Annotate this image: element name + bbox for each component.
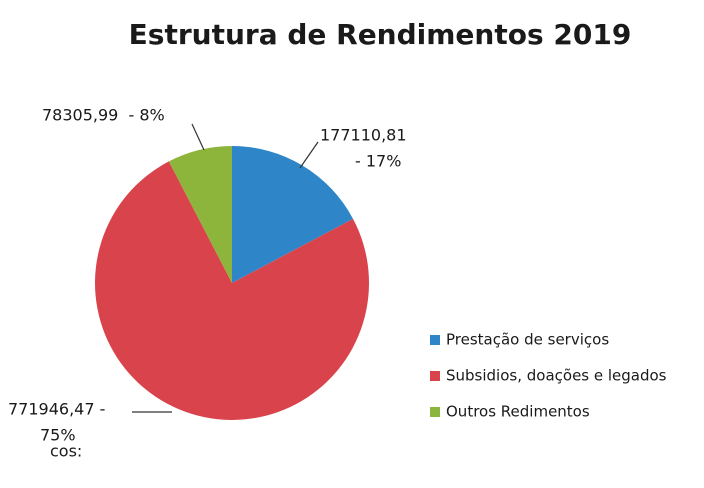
data-label: 75% bbox=[40, 426, 76, 445]
pie-slice bbox=[94, 161, 369, 420]
leader-line bbox=[191, 123, 205, 151]
annotation: cos: bbox=[50, 442, 82, 461]
legend-label: Outros Redimentos bbox=[446, 403, 590, 421]
legend-label: Prestação de serviços bbox=[446, 331, 609, 349]
legend-swatch bbox=[430, 371, 440, 381]
data-label: 177110,81 bbox=[320, 126, 407, 145]
pie-slice bbox=[232, 146, 354, 283]
legend-swatch bbox=[430, 335, 440, 345]
chart-title: Estrutura de Rendimentos 2019 bbox=[129, 18, 632, 51]
leader-line bbox=[299, 141, 319, 169]
data-label: - 17% bbox=[355, 152, 401, 171]
data-label: 771946,47 - bbox=[8, 400, 105, 419]
pie-slice bbox=[168, 146, 232, 283]
legend-swatch bbox=[430, 407, 440, 417]
legend-label: Subsidios, doações e legados bbox=[446, 367, 667, 385]
data-label: 78305,99 - 8% bbox=[42, 106, 165, 125]
